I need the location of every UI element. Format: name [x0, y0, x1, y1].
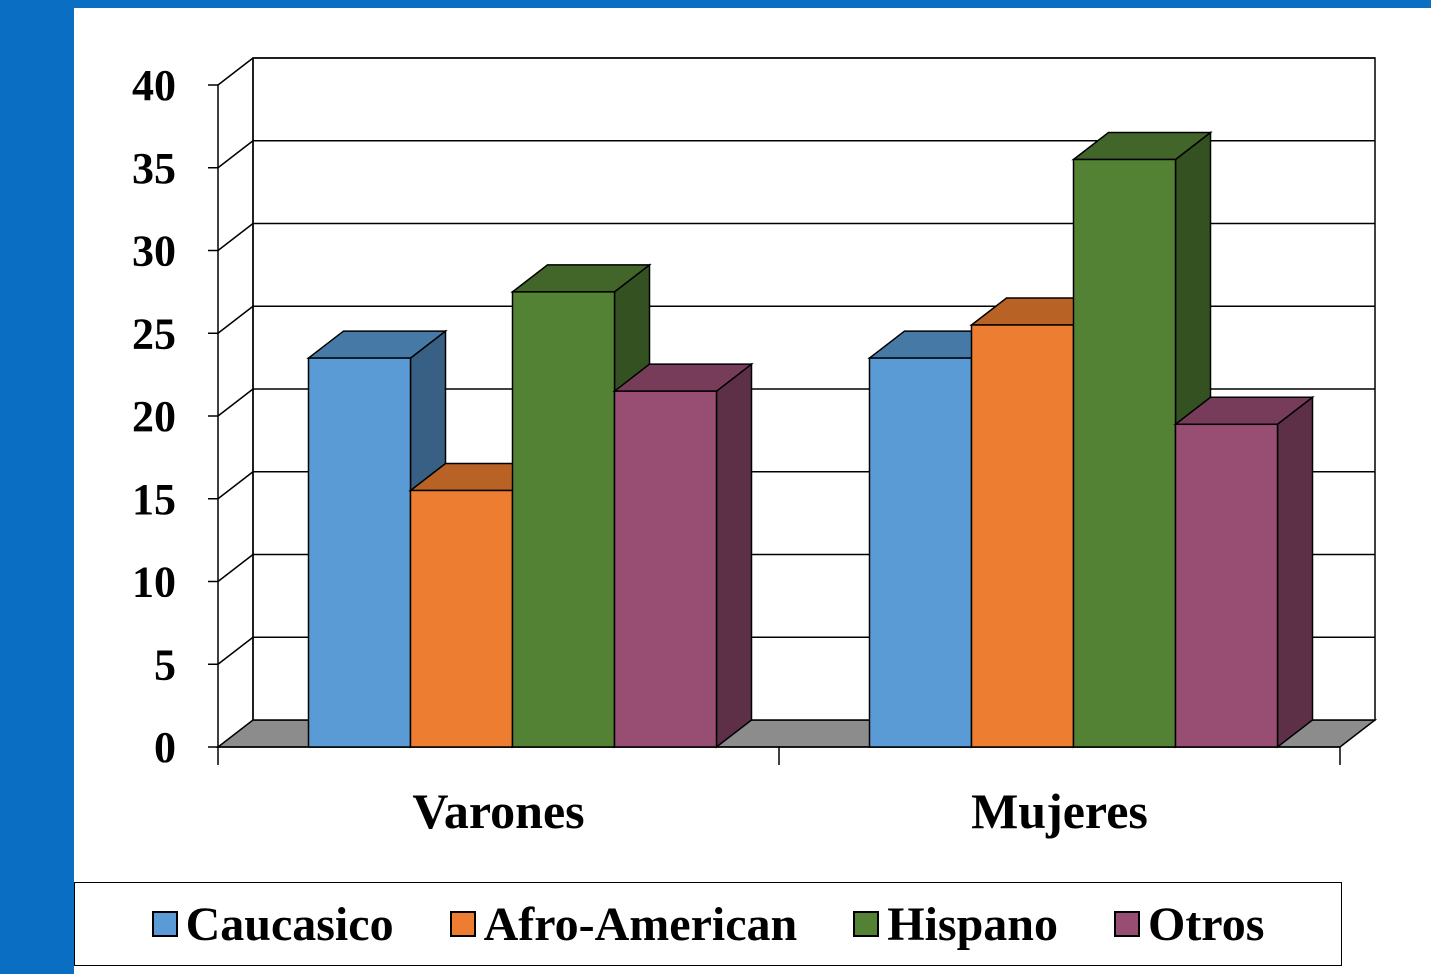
- bar-otros-varones: [612, 362, 754, 749]
- bar-front: [613, 390, 718, 748]
- bar-front: [1072, 158, 1177, 748]
- y-tick-label: 0: [154, 723, 176, 772]
- bar-otros-mujeres: [1173, 395, 1315, 749]
- legend-swatch-hispano: [853, 911, 880, 937]
- y-tick-label: 15: [132, 475, 176, 524]
- gridline-side: [217, 140, 254, 169]
- bar-front: [511, 291, 616, 748]
- legend-item-otros: Otros: [1113, 897, 1265, 952]
- bar-caucasico-varones: [306, 329, 448, 749]
- legend-label-otros: Otros: [1147, 897, 1265, 951]
- bar-side: [715, 362, 753, 749]
- legend-item-hispano: Hispano: [853, 897, 1058, 952]
- bar-front: [970, 324, 1075, 748]
- gridline-side: [217, 57, 254, 86]
- legend-swatch-caucasico: [151, 911, 178, 937]
- y-tick-label: 5: [154, 640, 176, 689]
- y-tick-label: 10: [132, 558, 176, 607]
- y-tick-label: 20: [132, 392, 176, 441]
- legend-item-caucasico: Caucasico: [151, 897, 394, 952]
- legend-swatch-otros: [1113, 911, 1140, 937]
- x-category-label: Mujeres: [971, 783, 1148, 839]
- bar-front: [409, 489, 514, 748]
- gridline-side: [217, 305, 254, 334]
- legend-item-afro-american: Afro-American: [449, 897, 798, 952]
- legend-swatch-afro-american: [449, 911, 476, 937]
- gridline-side: [217, 471, 254, 500]
- bar-front: [1174, 423, 1279, 748]
- bar-front: [307, 357, 412, 748]
- gridline-side: [217, 222, 254, 252]
- y-tick-label: 30: [132, 227, 176, 276]
- gridline-side: [217, 388, 254, 417]
- bar-front: [868, 357, 973, 748]
- y-tick-label: 40: [132, 61, 176, 110]
- legend-label-afro-american: Afro-American: [483, 897, 798, 951]
- gridline-side: [217, 553, 254, 583]
- y-tick-label: 25: [132, 309, 176, 358]
- legend: Caucasico Afro-American Hispano Otros: [74, 882, 1342, 966]
- legend-label-hispano: Hispano: [887, 897, 1058, 951]
- bar-side: [1276, 395, 1314, 749]
- y-tick-label: 35: [132, 144, 176, 193]
- x-category-label: Varones: [412, 783, 584, 839]
- legend-label-caucasico: Caucasico: [185, 897, 394, 951]
- gridline-side: [217, 636, 254, 665]
